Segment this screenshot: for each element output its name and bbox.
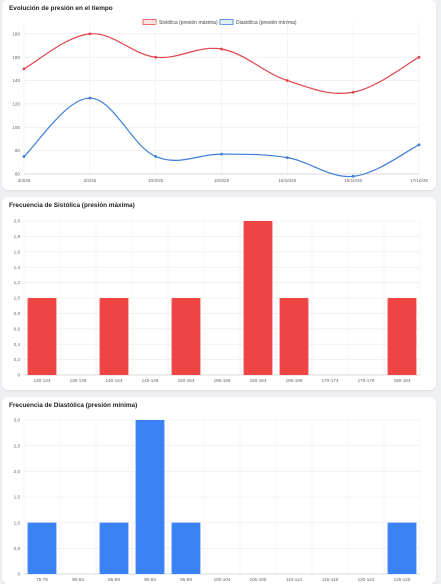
x-tick-label: 75-79 [36, 577, 48, 582]
data-point [220, 47, 223, 51]
y-tick-label: 0,4 [14, 342, 21, 347]
y-tick-label: 3,0 [14, 418, 21, 423]
y-tick-label: 60 [15, 172, 21, 177]
line-chart-card: Evolución de presión en el tiempo Sistól… [2, 0, 436, 190]
y-tick-label: 160 [12, 55, 20, 60]
bar [99, 298, 129, 375]
x-tick-label: 95-99 [180, 577, 192, 582]
x-tick-label: 15/10/25 [344, 178, 362, 183]
data-point [285, 156, 289, 160]
bar [243, 221, 273, 375]
legend-label: Sistólica (presión máxima) [159, 20, 218, 26]
x-tick-label: 130-134 [34, 378, 51, 383]
x-tick-label: 145-149 [142, 378, 159, 383]
x-tick-label: 10/3/25 [148, 178, 164, 183]
data-point [351, 90, 355, 94]
diastolic-histogram-title: Frecuencia de Diastólica (presión mínima… [9, 402, 138, 409]
plot-area [22, 32, 421, 178]
x-tick-label: 15/10/25 [278, 178, 296, 183]
x-tick-label: 135-139 [70, 378, 87, 383]
x-tick-label: 10/3/25 [214, 178, 230, 183]
x-tick-label: 160-164 [250, 378, 267, 383]
x-tick-label: 175-179 [358, 378, 375, 383]
y-tick-label: 0,2 [14, 357, 21, 362]
plot-area [27, 420, 417, 574]
y-tick-label: 0,6 [14, 326, 21, 331]
systolic-histogram: 0 0,2 0,4 0,6 0,8 1,0 1,2 1,4 1,6 1,8 2,0 130-134 13… [14, 219, 421, 383]
y-tick-label: 2,0 [14, 469, 21, 474]
x-tick-label: 180-184 [394, 378, 411, 383]
y-tick-label: 140 [12, 78, 20, 83]
x-tick-label: 90-94 [144, 577, 156, 582]
y-tick-label: 1,5 [14, 495, 21, 500]
x-tick-label: 125-129 [394, 577, 411, 582]
legend-label: Diastólica (presión mínima) [236, 20, 297, 26]
y-tick-label: 2,0 [14, 219, 21, 224]
bar [99, 522, 129, 574]
data-point [154, 155, 158, 158]
x-tick-label: 140-144 [106, 378, 123, 383]
x-tick-label: 170-174 [322, 378, 339, 383]
x-tick-label: 3/3/25 [18, 178, 31, 183]
data-point [154, 55, 158, 59]
y-tick-label: 1,0 [14, 520, 21, 525]
data-point [22, 67, 26, 71]
y-tick-label: 0 [17, 373, 20, 378]
y-tick-label: 1,6 [14, 249, 21, 254]
line-chart-title: Evolución de presión en el tiempo [9, 5, 113, 12]
x-tick-label: 155-159 [214, 378, 231, 383]
systolic-histogram-card: Frecuencia de Sistólica (presión máxima)… [2, 197, 436, 390]
y-tick-label: 1,0 [14, 296, 21, 301]
bar [135, 420, 165, 574]
data-point [285, 79, 289, 82]
chart-grid: 60 80 100 120 140 160 180 3/3/25 3/3/25 10/3/25 10… [12, 22, 428, 183]
x-tick-label: 105-109 [250, 577, 267, 582]
chart-grid: 0 0,2 0,4 0,6 0,8 1,0 1,2 1,4 1,6 1,8 2,0 130-134 13… [14, 219, 421, 383]
bar [27, 298, 57, 375]
data-point [88, 96, 92, 100]
y-tick-label: 0,5 [14, 546, 21, 551]
y-tick-label: 80 [15, 148, 21, 153]
y-tick-label: 0,8 [14, 311, 21, 316]
bar [279, 298, 309, 375]
bar [387, 522, 417, 574]
diastolic-histogram-card: Frecuencia de Diastólica (presión mínima… [2, 397, 436, 584]
data-point [220, 152, 223, 156]
data-point [417, 143, 421, 147]
bar [387, 298, 417, 375]
y-tick-label: 120 [12, 102, 20, 107]
x-tick-label: 165-169 [286, 378, 303, 383]
bar [171, 298, 201, 375]
y-tick-label: 2,5 [14, 443, 21, 448]
x-tick-label: 110-114 [286, 577, 303, 582]
data-point [351, 174, 355, 178]
y-tick-label: 1,8 [14, 234, 21, 239]
systolic-histogram-title: Frecuencia de Sistólica (presión máxima) [9, 202, 135, 209]
x-tick-label: 85-89 [108, 577, 120, 582]
data-point [22, 155, 26, 158]
chart-grid: 0 0,5 1,0 1,5 2,0 2,5 3,0 75-79 80-84 85-89 90-94 9… [14, 418, 421, 582]
y-tick-label: 1,4 [14, 265, 21, 270]
line-chart: Sistólica (presión máxima) Diastólica (pr… [12, 19, 428, 183]
plot-area [27, 221, 417, 375]
data-point [88, 32, 92, 36]
data-point [417, 55, 421, 59]
diastolic-histogram: 0 0,5 1,0 1,5 2,0 2,5 3,0 75-79 80-84 85-89 90-94 9… [14, 418, 421, 582]
legend-swatch [142, 19, 157, 25]
x-tick-label: 115-119 [322, 577, 339, 582]
y-tick-label: 180 [12, 31, 20, 36]
x-tick-label: 150-154 [178, 378, 195, 383]
bar [27, 522, 57, 574]
y-tick-label: 100 [12, 125, 20, 130]
x-tick-label: 100-104 [214, 577, 231, 582]
y-tick-label: 0 [17, 572, 20, 577]
x-tick-label: 120-124 [358, 577, 375, 582]
y-tick-label: 1,2 [14, 280, 21, 285]
x-tick-label: 17/10/25 [410, 178, 428, 183]
x-tick-label: 3/3/25 [83, 178, 96, 183]
legend-swatch [219, 19, 234, 25]
chart-legend: Sistólica (presión máxima) Diastólica (pr… [142, 19, 297, 26]
x-tick-label: 80-84 [72, 577, 84, 582]
bar [171, 522, 201, 574]
